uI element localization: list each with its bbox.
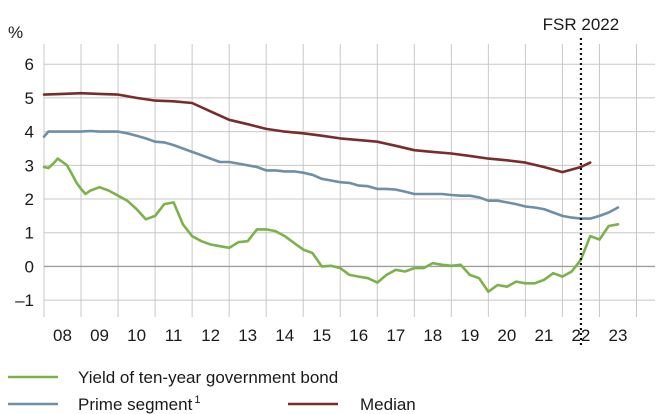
annotation-layer: FSR 2022 xyxy=(543,15,620,347)
x-tick-label: 10 xyxy=(127,326,146,345)
series-line-yield xyxy=(42,157,620,294)
x-tick-label: 12 xyxy=(201,326,220,345)
x-tick-label: 13 xyxy=(238,326,257,345)
x-tick-label: 19 xyxy=(460,326,479,345)
y-tick-label: 6 xyxy=(25,55,34,74)
x-tick-label: 17 xyxy=(386,326,405,345)
y-tick-label: 1 xyxy=(25,224,34,243)
x-tick-label: 11 xyxy=(165,326,183,345)
y-axis-unit-label: % xyxy=(8,23,23,42)
annotation-label: FSR 2022 xyxy=(543,15,620,34)
x-tick-label: 21 xyxy=(534,326,553,345)
y-tick-label: 5 xyxy=(25,89,34,108)
series-layer xyxy=(42,91,620,294)
series-line-prime xyxy=(42,129,620,220)
x-tick-labels: 08 09 10 11 12 13 14 15 16 17 18 19 20 21 22 23 xyxy=(53,326,627,345)
x-tick-label: 14 xyxy=(275,326,294,345)
x-tick-label: 15 xyxy=(312,326,331,345)
x-tick-label: 09 xyxy=(90,326,109,345)
legend-label-median: Median xyxy=(360,395,416,414)
y-tick-label: 3 xyxy=(25,156,34,175)
y-tick-label: 0 xyxy=(25,257,34,276)
x-tick-label: 20 xyxy=(497,326,516,345)
x-tick-label: 08 xyxy=(53,326,72,345)
x-tick-label: 18 xyxy=(423,326,442,345)
y-tick-label: –1 xyxy=(15,291,34,310)
y-tick-label: 4 xyxy=(25,123,34,142)
legend-label-prime: Prime segment 1 xyxy=(78,394,200,414)
legend: Yield of ten-year government bond Prime s… xyxy=(8,368,416,414)
x-tick-label: 23 xyxy=(609,326,628,345)
y-tick-labels: –1 0 1 2 3 4 5 6 xyxy=(15,55,34,310)
series-line-median xyxy=(42,91,592,174)
y-tick-label: 2 xyxy=(25,190,34,209)
legend-label-yield: Yield of ten-year government bond xyxy=(78,368,338,387)
grid xyxy=(43,44,655,317)
x-tick-label: 22 xyxy=(571,326,590,345)
x-tick-label: 16 xyxy=(349,326,368,345)
